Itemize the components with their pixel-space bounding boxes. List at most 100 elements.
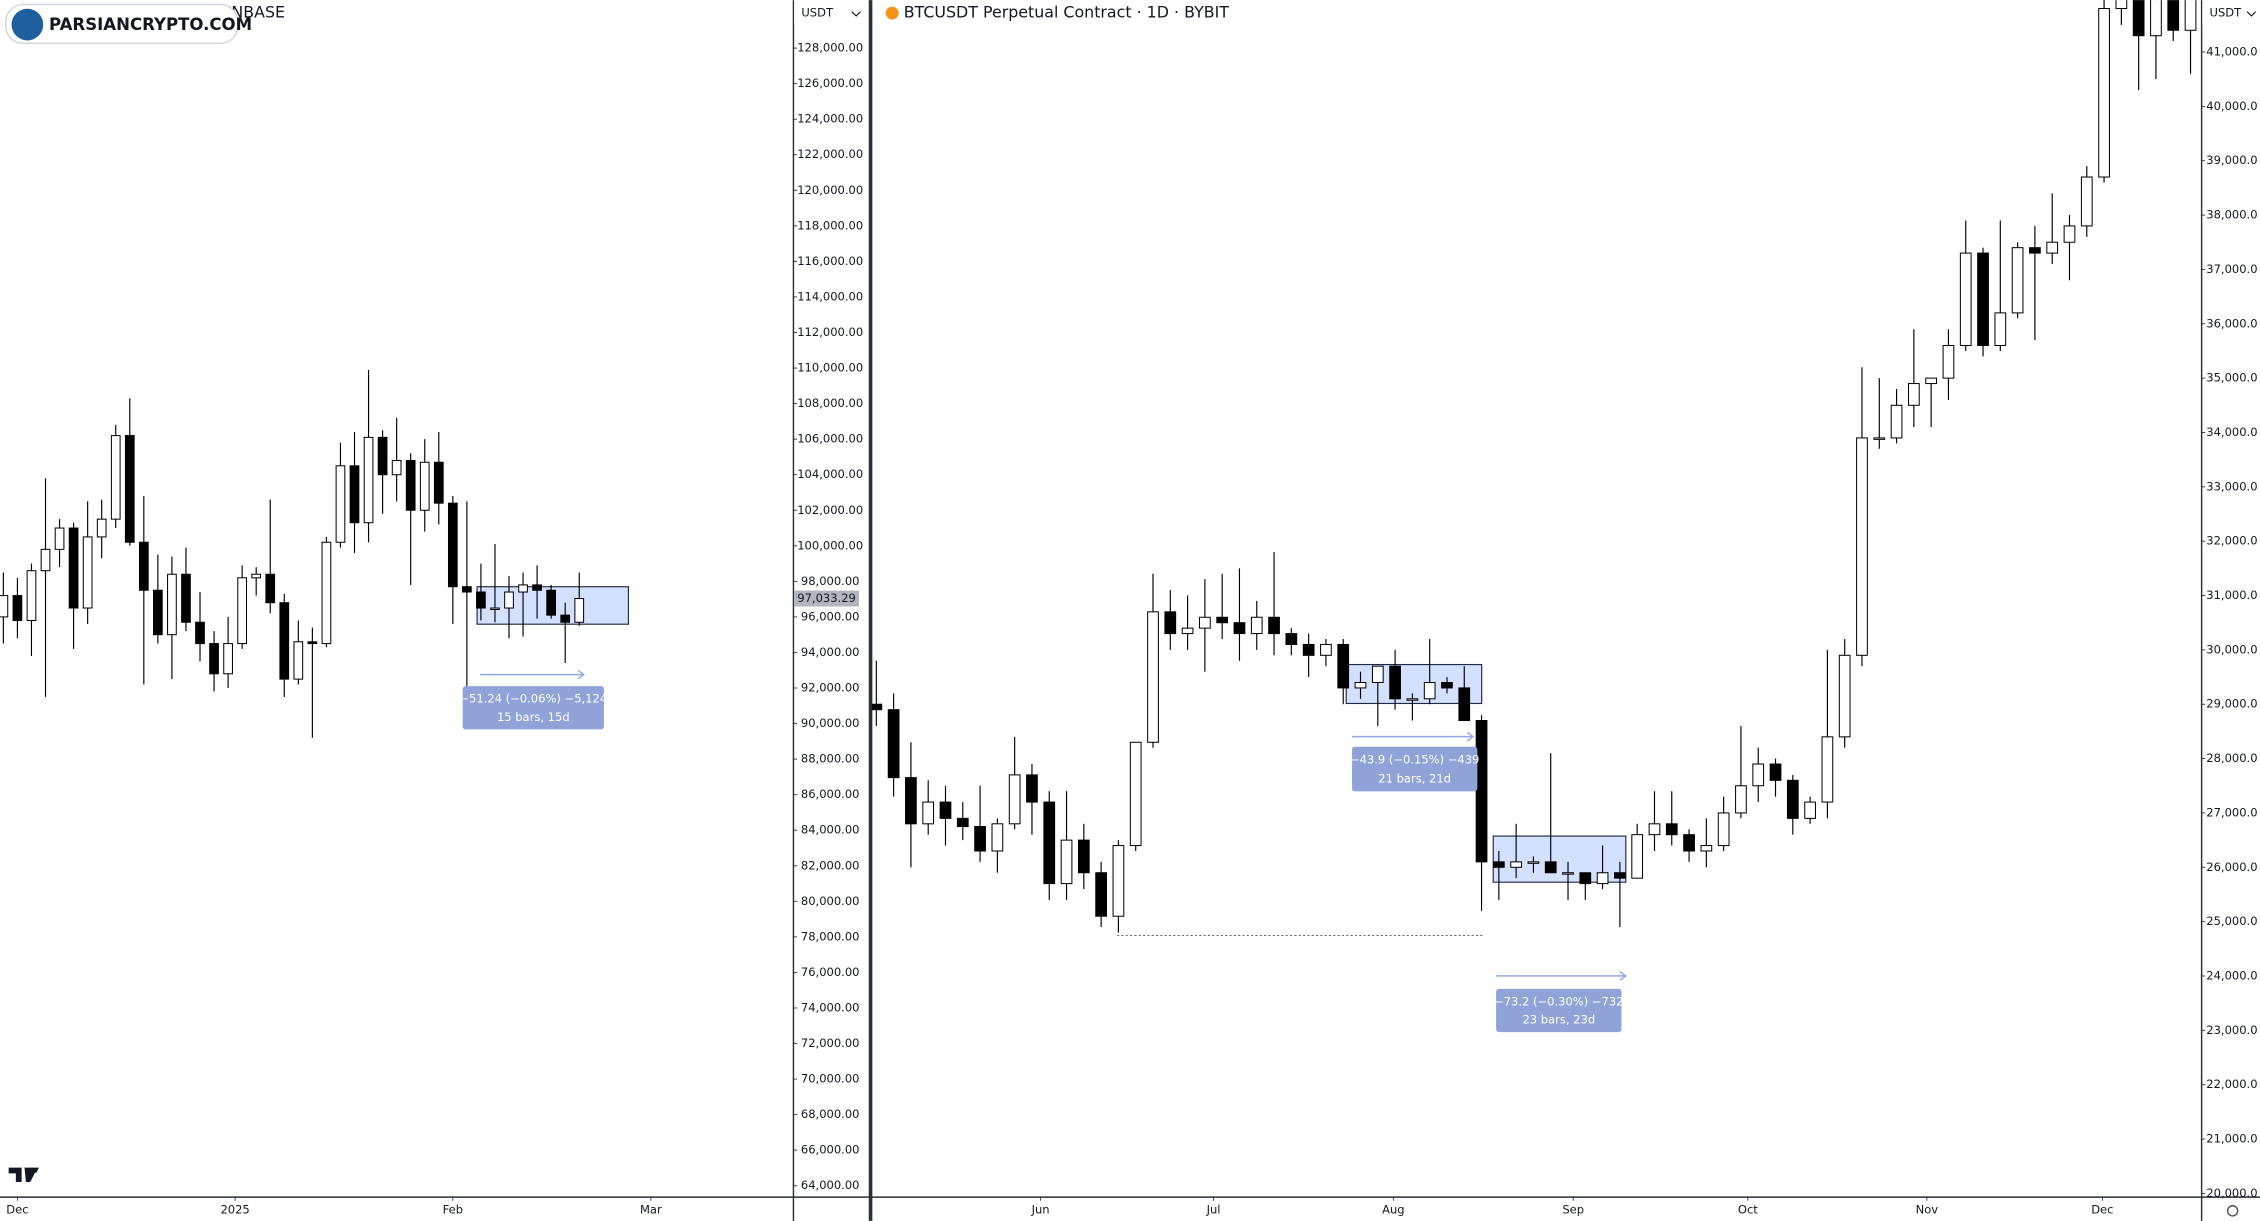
candle-body	[1959, 252, 1972, 347]
candle-body	[1475, 720, 1488, 863]
candle-body	[462, 586, 472, 593]
candle-body	[1838, 654, 1851, 738]
y-tick-label: 96,000.00	[801, 609, 860, 623]
dropdown-arrow	[2246, 11, 2257, 17]
currency-label[interactable]: USDT	[2210, 6, 2243, 20]
candle-body	[1199, 616, 1211, 629]
y-tick-label: 114,000.00	[797, 289, 863, 303]
candle-body	[532, 584, 542, 591]
candle-body	[1735, 785, 1747, 814]
candle-body	[476, 591, 486, 609]
y-tick-label: 122,000.00	[797, 147, 863, 161]
y-tick-label: 90,000.00	[801, 716, 860, 730]
candle-body	[1562, 872, 1574, 875]
measure-info	[1351, 746, 1478, 792]
candle-body	[54, 527, 65, 550]
candle-body	[237, 577, 248, 645]
measure-line-1: −73.2 (−0.30%) −732	[1494, 994, 1623, 1008]
y-tick-label: 108,000.00	[797, 396, 863, 410]
x-tick-label: Aug	[1382, 1203, 1404, 1217]
y-tick-label: 78,000.00	[801, 929, 860, 943]
y-tick-label: 23,000.0	[2206, 1023, 2257, 1037]
dropdown-arrow	[851, 11, 861, 17]
candle-body	[1648, 823, 1661, 836]
candles	[872, 0, 2197, 936]
candle-body	[307, 641, 318, 645]
candle-body	[518, 584, 528, 593]
measure-arrowhead	[577, 669, 585, 680]
candle-body	[1302, 643, 1315, 656]
candle-body	[2150, 0, 2162, 37]
candle-body	[223, 643, 233, 675]
x-tick-label: Oct	[1738, 1203, 1758, 1217]
measure-line-2: 23 bars, 23d	[1522, 1012, 1595, 1026]
candle-body	[26, 570, 37, 621]
measure-info	[1496, 988, 1622, 1033]
candle-body	[153, 589, 163, 636]
candle-body	[209, 643, 219, 675]
currency-button[interactable]	[2202, 0, 2260, 25]
candle-body	[1717, 812, 1730, 847]
candle-body	[1856, 437, 1868, 656]
candle-body	[2063, 225, 2076, 243]
candle-body	[1907, 383, 1920, 406]
candle-body	[293, 641, 304, 680]
candle-body	[1250, 616, 1263, 635]
y-tick-label: 27,000.0	[2206, 805, 2257, 819]
candle-body	[1700, 845, 1713, 852]
y-tick-label: 29,000.0	[2206, 697, 2257, 711]
y-tick-label: 30,000.0	[2206, 642, 2257, 656]
candle-body	[1008, 774, 1021, 825]
candle-body	[12, 595, 23, 621]
candle-body	[1614, 872, 1626, 879]
candle-body	[1337, 643, 1350, 689]
candle-body	[1077, 839, 1090, 874]
y-tick-label: 110,000.00	[797, 361, 863, 375]
candle-body	[1510, 861, 1523, 868]
y-tick-label: 32,000.0	[2206, 534, 2257, 548]
candle-body	[939, 801, 952, 819]
candle-body	[1441, 681, 1453, 689]
candle-body	[68, 527, 79, 609]
y-tick-label: 92,000.00	[801, 681, 860, 695]
candle-body	[1994, 312, 2007, 347]
tradingview-logo	[8, 1167, 39, 1182]
candle-body	[1406, 698, 1419, 701]
y-tick-label: 64,000.00	[801, 1178, 860, 1192]
watermark-text: PARSIANCRYPTO.COM	[49, 15, 252, 34]
y-tick-label: 124,000.00	[797, 112, 863, 126]
candle-body	[251, 573, 262, 579]
candle-body	[1977, 252, 1989, 347]
candle-body	[2167, 0, 2180, 31]
candle-body	[96, 518, 107, 538]
candle-body	[1804, 801, 1816, 819]
watermark-box	[5, 3, 239, 45]
candle-body	[363, 436, 374, 524]
y-tick-label: 28,000.0	[2206, 751, 2257, 765]
y-tick-label: 31,000.0	[2206, 588, 2257, 602]
candles	[0, 369, 629, 738]
settings-icon[interactable]	[2226, 1205, 2239, 1217]
candle-body	[2080, 176, 2093, 227]
y-tick-label: 128,000.00	[797, 41, 863, 55]
candle-body	[279, 602, 290, 680]
candle-body	[1925, 377, 1938, 385]
candle-body	[1129, 741, 1142, 847]
y-tick-label: 82,000.00	[801, 858, 860, 872]
currency-label[interactable]: USDT	[801, 6, 834, 20]
y-tick-label: 34,000.0	[2206, 425, 2257, 439]
y-tick-label: 84,000.00	[801, 823, 860, 837]
y-tick-label: 116,000.00	[797, 254, 863, 268]
y-tick-label: 24,000.0	[2206, 968, 2257, 982]
candle-body	[887, 709, 900, 779]
y-tick-label: 21,000.0	[2206, 1132, 2257, 1146]
candle-body	[349, 465, 360, 524]
candle-body	[991, 823, 1004, 852]
y-tick-label: 39,000.0	[2206, 153, 2257, 167]
y-tick-label: 68,000.00	[801, 1107, 860, 1121]
candle-body	[1631, 834, 1644, 879]
x-tick-label: Nov	[1916, 1203, 1939, 1217]
